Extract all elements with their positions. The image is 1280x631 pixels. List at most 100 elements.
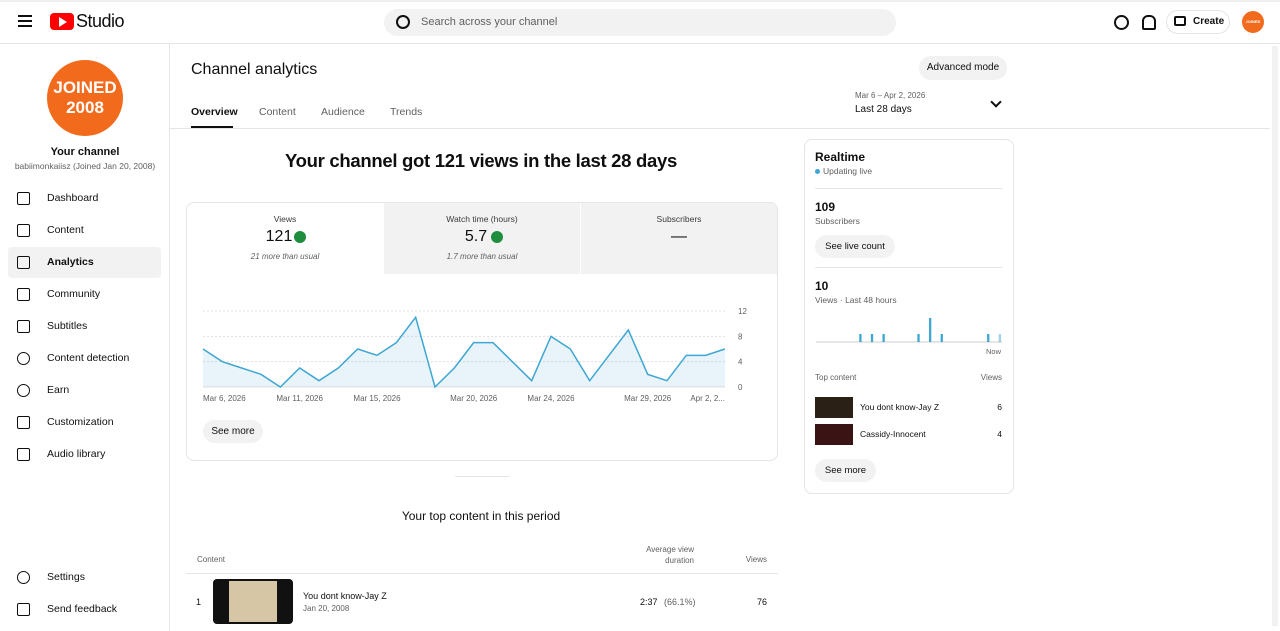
- views-header: Views: [980, 373, 1002, 382]
- notifications-button[interactable]: [1142, 15, 1156, 30]
- area: [203, 317, 725, 387]
- create-icon: [1174, 16, 1186, 26]
- x-tick-label: Mar 6, 2026: [203, 394, 246, 403]
- nav-item[interactable]: Content: [47, 224, 84, 236]
- item-views: 6: [997, 402, 1002, 412]
- bar: [859, 334, 862, 342]
- metric-note: 21 more than usual: [250, 252, 320, 261]
- realtime-see-more[interactable]: See more: [815, 459, 876, 482]
- line: [202, 315, 726, 389]
- nav-icon: [17, 603, 30, 616]
- menu-button[interactable]: [18, 15, 32, 17]
- nav-icon: [17, 416, 30, 429]
- x-tick-label: Mar 20, 2026: [450, 394, 498, 403]
- item-title[interactable]: Cassidy-Innocent: [860, 429, 926, 439]
- nav-item[interactable]: Customization: [47, 416, 114, 428]
- column-header: Views: [745, 555, 767, 564]
- overview-card: [186, 202, 778, 461]
- x-tick-label: Mar 29, 2026: [624, 394, 672, 403]
- top-content-label: Top content: [815, 373, 857, 382]
- nav-icon: [17, 320, 30, 333]
- channel-label: Your channel: [50, 146, 120, 158]
- nav-icon: [17, 352, 30, 365]
- tabs-divider: [170, 128, 1270, 129]
- nav-icon: [17, 288, 30, 301]
- nav-active-bg: [8, 247, 161, 278]
- y-tick-label: 12: [738, 307, 747, 316]
- tab[interactable]: Content: [259, 106, 296, 118]
- nav-icon: [17, 192, 30, 205]
- nav-item[interactable]: Send feedback: [47, 603, 118, 615]
- tab[interactable]: Audience: [321, 106, 365, 118]
- tab-underline: [191, 126, 233, 128]
- realtime-views: 10: [815, 279, 829, 293]
- duration-percent: (66.1%): [664, 597, 696, 607]
- video-thumbnail-image: [229, 581, 277, 622]
- search-placeholder: Search across your channel: [421, 16, 558, 28]
- y-tick-label: 4: [738, 358, 743, 367]
- tab[interactable]: Overview: [191, 106, 238, 118]
- item-thumbnail[interactable]: [815, 397, 853, 418]
- scrollbar: [1272, 46, 1278, 626]
- nav-icon: [17, 224, 30, 237]
- column-header: Average view duration: [646, 545, 694, 565]
- now-label: Now: [986, 347, 1002, 356]
- metric-divider: [580, 203, 581, 274]
- search-icon: [396, 15, 410, 29]
- nav-item[interactable]: Analytics: [47, 256, 94, 268]
- headline: Your channel got 121 views in the last 2…: [285, 150, 677, 171]
- create-label: Create: [1193, 16, 1225, 27]
- create-button[interactable]: [1166, 10, 1230, 34]
- nav-item[interactable]: Subtitles: [47, 320, 88, 332]
- x-tick-label: Mar 15, 2026: [353, 394, 401, 403]
- item-title[interactable]: You dont know-Jay Z: [860, 402, 940, 412]
- logo-text: Studio: [76, 11, 125, 31]
- nav-icon: [17, 384, 30, 397]
- top-content-title: Your top content in this period: [401, 509, 561, 523]
- period[interactable]: Last 28 days: [855, 104, 912, 115]
- live-dot: [815, 169, 820, 174]
- logo-play: [59, 17, 67, 27]
- duration: 2:37: [640, 597, 658, 607]
- see-more-button[interactable]: See more: [203, 420, 263, 443]
- realtime-card: [804, 139, 1014, 494]
- advanced-mode-button[interactable]: Advanced mode: [919, 56, 1007, 80]
- bar: [917, 334, 920, 342]
- bar: [940, 334, 943, 342]
- subscriber-label: Subscribers: [815, 216, 860, 226]
- nav-item[interactable]: Community: [47, 288, 101, 300]
- divider: [815, 188, 1002, 189]
- date-range: Mar 6 – Apr 2, 2026: [855, 91, 926, 100]
- nav-item[interactable]: Audio library: [47, 448, 106, 460]
- page-title: Channel analytics: [191, 61, 318, 78]
- x-tick-label: Mar 24, 2026: [527, 394, 575, 403]
- realtime-title: Realtime: [815, 150, 866, 164]
- video-views: 76: [756, 597, 767, 607]
- video-title[interactable]: You dont know-Jay Z: [303, 591, 387, 601]
- bar: [928, 318, 932, 342]
- nav-icon: [17, 571, 30, 584]
- tab[interactable]: Trends: [390, 106, 423, 118]
- metric-value: —: [671, 228, 687, 245]
- y-tick-label: 0: [738, 383, 743, 392]
- bar: [882, 334, 885, 342]
- channel-avatar[interactable]: JOINED 2008: [47, 60, 123, 136]
- item-thumbnail[interactable]: [815, 424, 853, 445]
- live-count-button[interactable]: See live count: [815, 235, 895, 258]
- help-button[interactable]: [1114, 15, 1129, 30]
- trend-up-icon: [294, 231, 306, 243]
- separator: [455, 476, 509, 477]
- account-avatar[interactable]: JOINED 2008: [1242, 11, 1264, 33]
- nav-item[interactable]: Dashboard: [47, 192, 99, 204]
- nav-item[interactable]: Earn: [47, 384, 70, 396]
- realtime-status: Updating live: [823, 166, 873, 176]
- metric-value: 5.7: [464, 228, 488, 245]
- divider: [815, 267, 1002, 268]
- search-box[interactable]: [384, 9, 896, 36]
- bar: [998, 334, 1002, 342]
- subscriber-count: 109: [815, 200, 836, 214]
- nav-item[interactable]: Content detection: [47, 352, 130, 364]
- nav-item[interactable]: Settings: [47, 571, 85, 583]
